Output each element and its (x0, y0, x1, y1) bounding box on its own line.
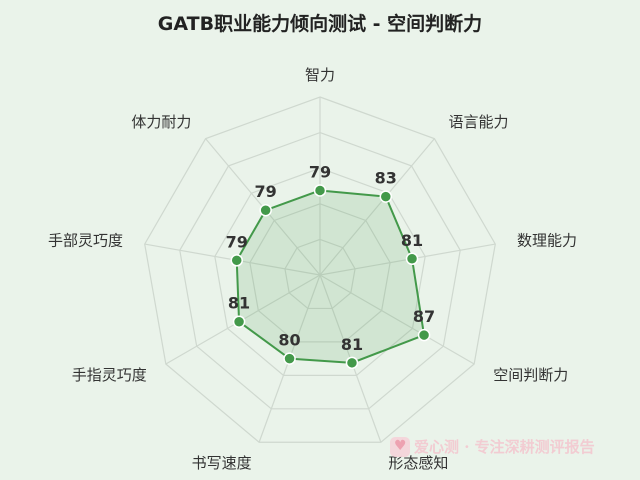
data-label: 81 (341, 335, 363, 354)
axis-label: 智力 (305, 66, 335, 84)
axis-label: 手部灵巧度 (48, 231, 123, 249)
data-point (283, 352, 296, 365)
watermark-text: 爱心测 · 专注深耕测评报告 (414, 438, 595, 456)
axis-label: 体力耐力 (131, 113, 191, 131)
grid-ring (214, 167, 426, 376)
axis-label: 数理能力 (517, 231, 577, 249)
data-label: 79 (226, 232, 248, 251)
data-label: 79 (255, 182, 277, 201)
axis-label: 空间判断力 (493, 366, 568, 384)
data-point (230, 254, 243, 267)
data-point (417, 328, 431, 342)
axis-label: 书写速度 (192, 454, 252, 472)
data-point (232, 315, 246, 328)
grid-spoke (319, 138, 435, 276)
data-label: 79 (309, 162, 331, 181)
heart-logo-icon (390, 436, 410, 457)
data-label: 81 (401, 231, 423, 250)
data-label: 80 (278, 331, 300, 350)
data-point (259, 203, 272, 217)
grid-ring (179, 131, 461, 410)
data-point (345, 356, 359, 370)
watermark: 爱心测 · 专注深耕测评报告 (390, 436, 595, 457)
data-point (313, 184, 327, 197)
data-point (405, 252, 419, 266)
grid-ring (249, 203, 391, 343)
grid-ring (144, 96, 496, 443)
axis-label: 语言能力 (449, 113, 509, 131)
series-area (235, 189, 426, 364)
data-label: 81 (228, 294, 250, 313)
grid-ring (284, 238, 356, 310)
chart-title: GATB职业能力倾向测试 - 空间判断力 (157, 13, 483, 35)
data-label: 87 (413, 307, 435, 326)
grid-spoke (319, 274, 475, 365)
data-point (379, 190, 393, 203)
data-label: 83 (375, 169, 397, 188)
axis-label: 形态感知 (388, 454, 448, 472)
axis-label: 手指灵巧度 (72, 366, 147, 384)
